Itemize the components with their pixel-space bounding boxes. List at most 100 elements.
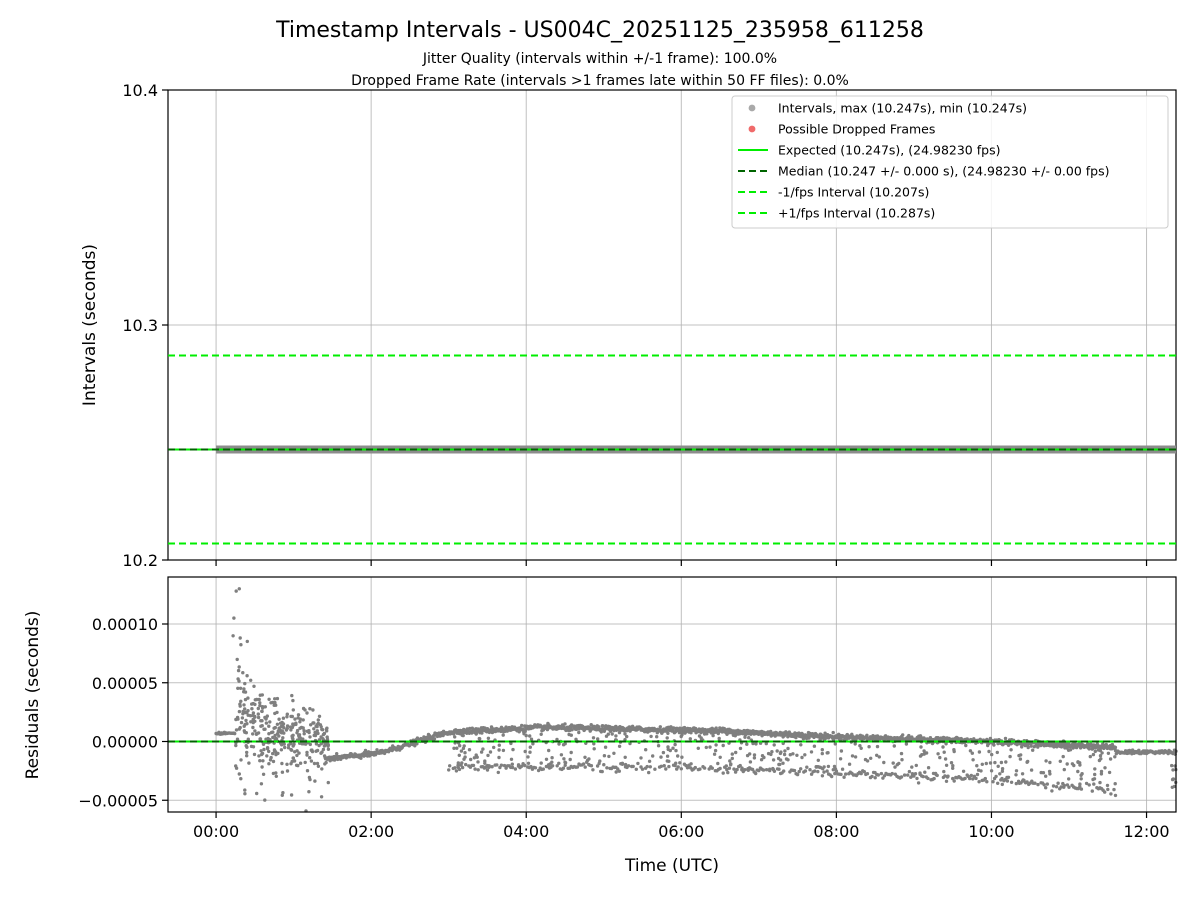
residual-point <box>1093 772 1097 777</box>
x-tick-label: 12:00 <box>1123 822 1169 841</box>
residual-point <box>463 751 467 755</box>
residual-point <box>539 732 543 736</box>
residual-point <box>844 772 848 776</box>
residual-point <box>1059 785 1063 789</box>
residual-point <box>599 730 603 734</box>
residual-point <box>298 761 303 765</box>
residual-point <box>961 769 966 773</box>
residual-point <box>759 758 764 762</box>
residual-point <box>486 736 491 740</box>
residual-point <box>282 726 286 730</box>
residual-point <box>683 728 688 732</box>
residual-point <box>550 764 555 768</box>
residual-point <box>900 758 904 762</box>
residual-point <box>777 767 781 771</box>
residual-point <box>312 727 316 731</box>
residual-point <box>797 769 801 774</box>
residual-point <box>1079 787 1084 791</box>
residual-point <box>730 752 734 756</box>
residual-point <box>983 776 987 781</box>
residual-point <box>942 769 946 774</box>
residual-point <box>996 764 1000 768</box>
residual-point <box>1062 767 1067 772</box>
residual-point <box>325 726 329 730</box>
residual-point <box>1006 775 1011 779</box>
residual-point <box>620 762 625 766</box>
residual-point <box>606 732 610 736</box>
legend-entry: -1/fps Interval (10.207s) <box>738 185 929 200</box>
residual-point <box>733 770 738 774</box>
residual-point <box>264 721 269 725</box>
residual-point <box>779 750 783 754</box>
residual-point <box>252 684 256 688</box>
residual-point <box>799 743 803 747</box>
residual-point <box>305 753 309 757</box>
residual-point <box>1170 763 1174 768</box>
residual-point <box>281 716 286 720</box>
residual-point <box>771 758 776 762</box>
residual-point <box>725 732 729 736</box>
residual-point <box>461 746 466 751</box>
residual-point <box>279 730 283 735</box>
residual-point <box>526 755 530 759</box>
residual-point <box>1045 782 1050 786</box>
residual-point <box>283 745 287 750</box>
residual-point <box>1056 781 1060 785</box>
residual-point <box>1113 793 1118 798</box>
residual-point <box>712 752 717 756</box>
residual-point <box>1058 759 1063 763</box>
residual-point <box>261 759 265 763</box>
legend-label: Intervals, max (10.247s), min (10.247s) <box>778 101 1027 116</box>
residual-point <box>649 734 653 739</box>
residual-point <box>1085 744 1089 748</box>
residual-point <box>305 711 309 715</box>
residual-point <box>631 764 635 769</box>
residual-point <box>326 747 331 751</box>
residual-point <box>250 702 254 706</box>
residual-point <box>533 766 538 770</box>
residual-point <box>985 780 989 784</box>
residual-point <box>1097 758 1102 763</box>
residual-point <box>603 745 608 749</box>
residual-point <box>834 769 839 773</box>
residual-point <box>713 748 718 753</box>
residual-point <box>751 741 755 746</box>
residual-point <box>314 742 319 746</box>
residual-point <box>592 742 596 746</box>
residual-point <box>781 735 785 739</box>
residual-point <box>463 755 467 759</box>
residual-point <box>750 767 755 772</box>
residual-point <box>612 765 617 770</box>
residual-point <box>316 731 320 736</box>
residual-point <box>563 760 567 764</box>
residual-point <box>498 728 502 733</box>
residual-point <box>458 744 462 748</box>
residual-point <box>893 765 897 769</box>
residual-point <box>938 755 942 760</box>
residual-point <box>919 745 923 749</box>
residual-point <box>853 755 858 759</box>
residual-point <box>782 752 787 757</box>
residual-point <box>232 616 236 620</box>
residual-point <box>273 733 277 738</box>
residual-point <box>1065 762 1069 766</box>
residual-point <box>267 697 271 701</box>
residual-point <box>432 737 437 741</box>
residual-point <box>932 776 936 781</box>
residual-point <box>989 769 994 773</box>
residual-point <box>644 748 648 752</box>
residual-point <box>487 765 491 769</box>
intervals-panel: 10.2 10.3 10.4 Intervals (seconds) Interva… <box>80 81 1177 570</box>
residual-point <box>926 776 930 781</box>
residual-point <box>656 744 661 748</box>
residual-point <box>1108 757 1113 761</box>
residual-point <box>659 755 663 759</box>
residual-point <box>295 753 299 758</box>
residual-point <box>818 737 822 742</box>
residual-point <box>732 767 736 771</box>
residual-point <box>289 728 293 732</box>
residual-point <box>665 759 669 763</box>
residual-point <box>240 716 245 720</box>
residual-point <box>628 741 632 746</box>
residual-point <box>279 748 284 752</box>
